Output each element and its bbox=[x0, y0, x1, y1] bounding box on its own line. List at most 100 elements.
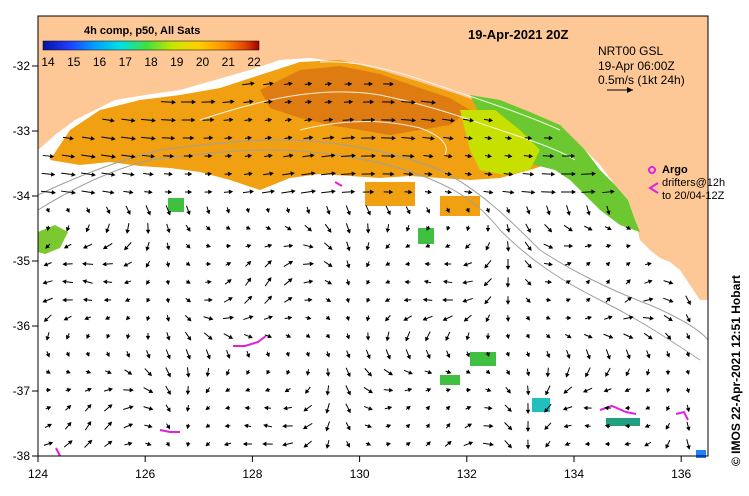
current-vector-head bbox=[388, 371, 393, 376]
current-vector-head bbox=[46, 387, 52, 393]
current-vector-head bbox=[605, 279, 610, 284]
current-vector-head bbox=[505, 208, 511, 214]
current-vector-head bbox=[308, 117, 313, 123]
current-vector-head bbox=[325, 315, 331, 321]
current-vector-head bbox=[205, 423, 211, 428]
current-vector-head bbox=[426, 354, 431, 359]
current-vector-head bbox=[448, 153, 453, 159]
current-vector-head bbox=[166, 372, 171, 378]
current-vector-head bbox=[545, 353, 551, 359]
current-vector-head bbox=[49, 153, 55, 159]
current-vector-head bbox=[287, 315, 293, 321]
current-vector-head bbox=[446, 369, 452, 374]
current-vector-head bbox=[86, 334, 91, 339]
current-vector-head bbox=[205, 372, 211, 377]
current-vector-head bbox=[249, 99, 254, 105]
current-info-line2: 19-Apr 06:00Z bbox=[598, 59, 675, 73]
current-vector-head bbox=[171, 99, 176, 105]
current-vector-head bbox=[583, 405, 588, 411]
current-vector-head bbox=[411, 135, 416, 141]
current-vector-head bbox=[308, 297, 313, 303]
current-vector-head bbox=[385, 244, 390, 250]
current-vector-head bbox=[127, 370, 133, 375]
current-vector-head bbox=[485, 352, 490, 357]
lat-tick-label: -37 bbox=[13, 384, 31, 398]
current-vector-head bbox=[307, 226, 312, 232]
current-vector-head bbox=[567, 315, 572, 321]
current-vector-head bbox=[462, 298, 467, 303]
current-vector-head bbox=[550, 171, 556, 177]
current-vector-head bbox=[549, 153, 555, 159]
current-vector-head bbox=[525, 371, 531, 377]
current-vector-head bbox=[445, 336, 450, 342]
current-vector-head bbox=[546, 297, 552, 303]
lon-tick-label: 124 bbox=[28, 467, 48, 481]
current-vector-head bbox=[645, 405, 651, 410]
current-vector-head bbox=[85, 208, 90, 214]
current-vector-head bbox=[263, 423, 268, 429]
current-vector-head bbox=[325, 372, 331, 377]
current-vector-head bbox=[169, 153, 175, 159]
current-vector-head bbox=[391, 117, 396, 123]
current-vector-head bbox=[385, 316, 390, 322]
current-vector-head bbox=[206, 261, 212, 267]
current-vector-head bbox=[282, 442, 287, 447]
current-vector-head bbox=[130, 172, 135, 177]
current-vector-head bbox=[90, 190, 96, 195]
current-vector-head bbox=[228, 297, 233, 302]
current-vector-head bbox=[146, 280, 151, 285]
current-vector-head bbox=[648, 297, 654, 302]
current-vector-head bbox=[226, 279, 232, 284]
current-vector-head bbox=[644, 442, 649, 447]
current-vector-head bbox=[62, 261, 67, 267]
current-vector-head bbox=[309, 261, 314, 267]
current-vector-head bbox=[368, 81, 373, 87]
current-vector-head bbox=[668, 316, 673, 322]
current-vector-head bbox=[146, 210, 151, 216]
current-vector-head bbox=[488, 405, 493, 411]
current-vector-head bbox=[526, 209, 531, 215]
current-vector-head bbox=[427, 369, 433, 375]
current-vector-head bbox=[405, 442, 411, 447]
colorbar-tick-label: 21 bbox=[222, 55, 236, 69]
current-vector-head bbox=[307, 81, 313, 87]
current-vector-head bbox=[487, 153, 493, 159]
current-vector-head bbox=[386, 424, 392, 429]
current-vector-head bbox=[267, 260, 272, 265]
current-vector-head bbox=[65, 208, 70, 213]
current-vector-head bbox=[346, 408, 351, 414]
current-vector-head bbox=[528, 153, 534, 159]
current-vector-head bbox=[328, 117, 334, 123]
current-vector-head bbox=[525, 390, 531, 396]
current-vector-head bbox=[185, 407, 191, 412]
current-info-line3: 0.5m/s (1kt 24h) bbox=[598, 73, 685, 87]
current-vector-head bbox=[426, 441, 431, 446]
current-vector-head bbox=[369, 99, 375, 105]
current-vector-head bbox=[265, 352, 270, 358]
current-vector-head bbox=[327, 245, 333, 250]
lat-tick-label: -34 bbox=[13, 189, 31, 203]
current-vector-head bbox=[124, 297, 130, 302]
current-vector-head bbox=[489, 423, 494, 429]
current-vector-head bbox=[105, 228, 110, 234]
current-vector-head bbox=[606, 296, 611, 302]
current-vector-head bbox=[102, 261, 107, 267]
current-vector-head bbox=[685, 370, 690, 375]
current-vector-head bbox=[445, 243, 450, 248]
sst-patch-green-2 bbox=[440, 375, 460, 385]
drifters-line1: drifters@12h bbox=[662, 177, 725, 189]
current-vector-head bbox=[127, 441, 133, 447]
current-vector-head bbox=[287, 117, 293, 123]
current-vector-head bbox=[290, 171, 295, 176]
current-vector-head bbox=[188, 171, 193, 177]
current-vector-head bbox=[45, 244, 50, 249]
current-vector-head bbox=[86, 369, 92, 374]
current-vector-head bbox=[165, 317, 171, 322]
current-vector-head bbox=[331, 153, 336, 158]
current-vector-head bbox=[485, 227, 491, 233]
current-vector-head bbox=[370, 117, 376, 123]
current-vector-head bbox=[370, 189, 375, 195]
current-vector-head bbox=[331, 189, 336, 194]
current-vector-head bbox=[585, 261, 591, 267]
current-vector-head bbox=[686, 426, 691, 432]
